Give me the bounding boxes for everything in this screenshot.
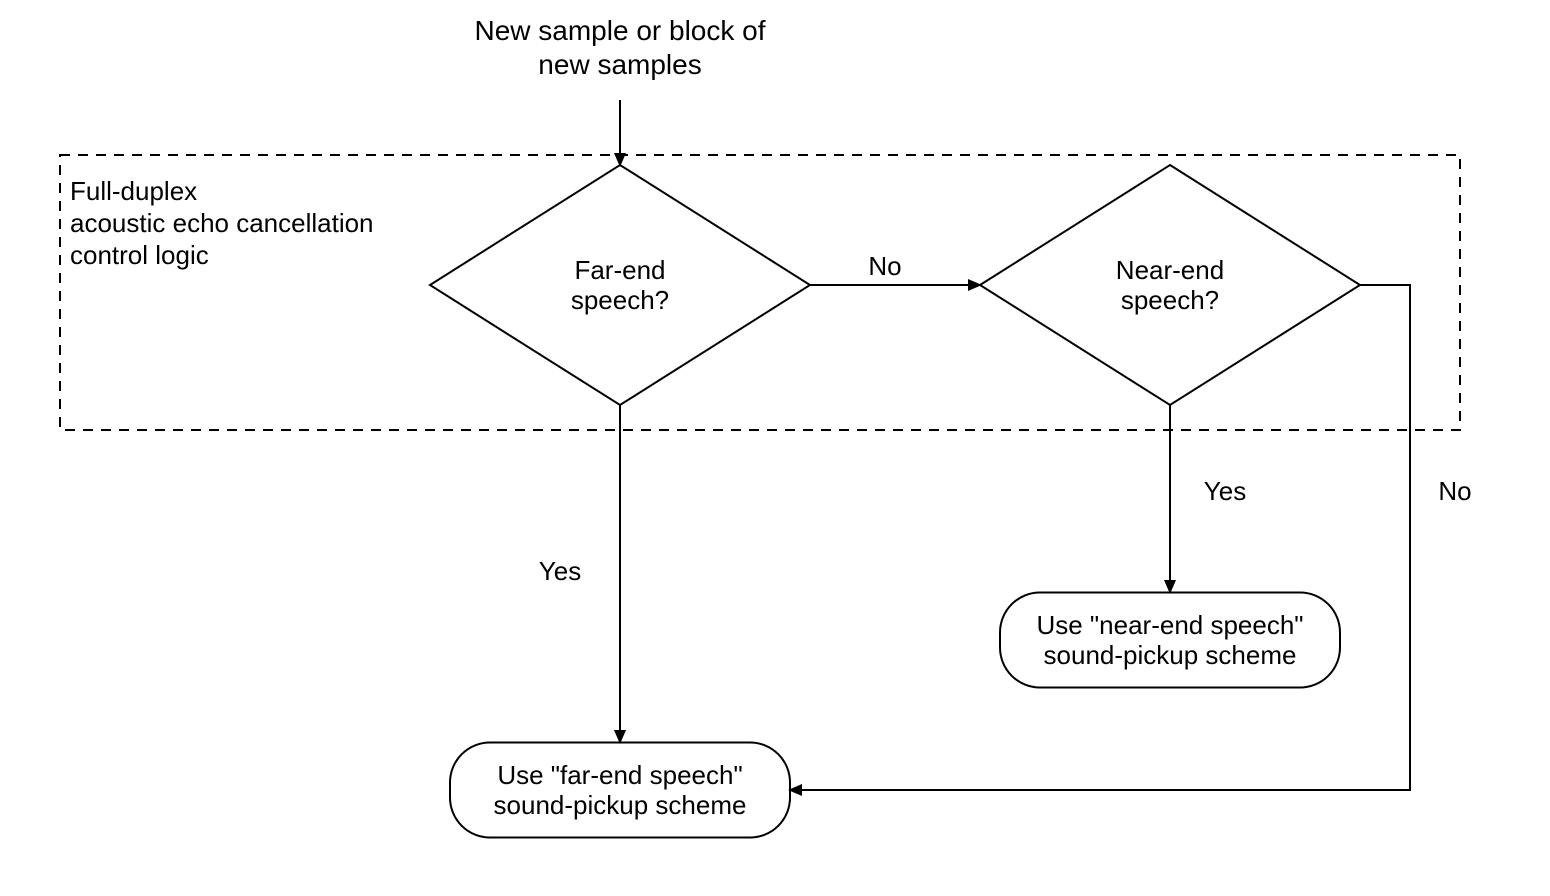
terminator-near-end-line1: Use "near-end speech" xyxy=(1036,610,1303,640)
edge-label-far-yes: Yes xyxy=(539,556,581,586)
terminator-near-end-line2: sound-pickup scheme xyxy=(1044,640,1297,670)
region-label-line3: control logic xyxy=(70,240,209,270)
decision-near-end-line1: Near-end xyxy=(1116,255,1224,285)
decision-far-end-line2: speech? xyxy=(571,285,669,315)
region-label-line1: Full-duplex xyxy=(70,176,197,206)
start-label-line2: new samples xyxy=(538,49,701,80)
start-label-line1: New sample or block of xyxy=(474,15,765,46)
edge-label-far-no-to-near: No xyxy=(868,251,901,281)
decision-far-end-line1: Far-end xyxy=(574,255,665,285)
decision-near-end-line2: speech? xyxy=(1121,285,1219,315)
terminator-far-end-line1: Use "far-end speech" xyxy=(497,760,742,790)
terminator-far-end-line2: sound-pickup scheme xyxy=(494,790,747,820)
edge-label-near-no-to-far-term: No xyxy=(1438,476,1471,506)
edge-label-near-yes: Yes xyxy=(1204,476,1246,506)
region-label-line2: acoustic echo cancellation xyxy=(70,208,374,238)
